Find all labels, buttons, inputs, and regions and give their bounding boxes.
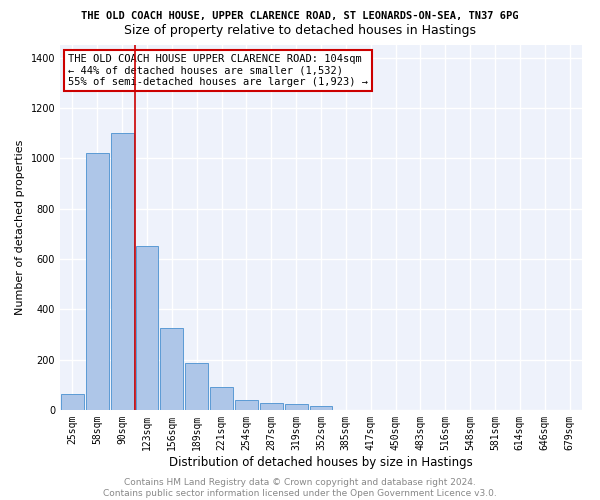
X-axis label: Distribution of detached houses by size in Hastings: Distribution of detached houses by size …: [169, 456, 473, 468]
Text: THE OLD COACH HOUSE, UPPER CLARENCE ROAD, ST LEONARDS-ON-SEA, TN37 6PG: THE OLD COACH HOUSE, UPPER CLARENCE ROAD…: [81, 11, 519, 21]
Bar: [61, 394, 84, 410]
Text: THE OLD COACH HOUSE UPPER CLARENCE ROAD: 104sqm
← 44% of detached houses are sma: THE OLD COACH HOUSE UPPER CLARENCE ROAD:…: [68, 54, 368, 88]
Bar: [111, 133, 134, 410]
Bar: [235, 400, 258, 410]
Bar: [285, 404, 308, 410]
Text: Contains HM Land Registry data © Crown copyright and database right 2024.
Contai: Contains HM Land Registry data © Crown c…: [103, 478, 497, 498]
Text: Size of property relative to detached houses in Hastings: Size of property relative to detached ho…: [124, 24, 476, 37]
Bar: [185, 364, 208, 410]
Y-axis label: Number of detached properties: Number of detached properties: [15, 140, 25, 315]
Bar: [260, 403, 283, 410]
Bar: [136, 246, 158, 410]
Bar: [86, 153, 109, 410]
Bar: [310, 406, 332, 410]
Bar: [160, 328, 183, 410]
Bar: [210, 388, 233, 410]
